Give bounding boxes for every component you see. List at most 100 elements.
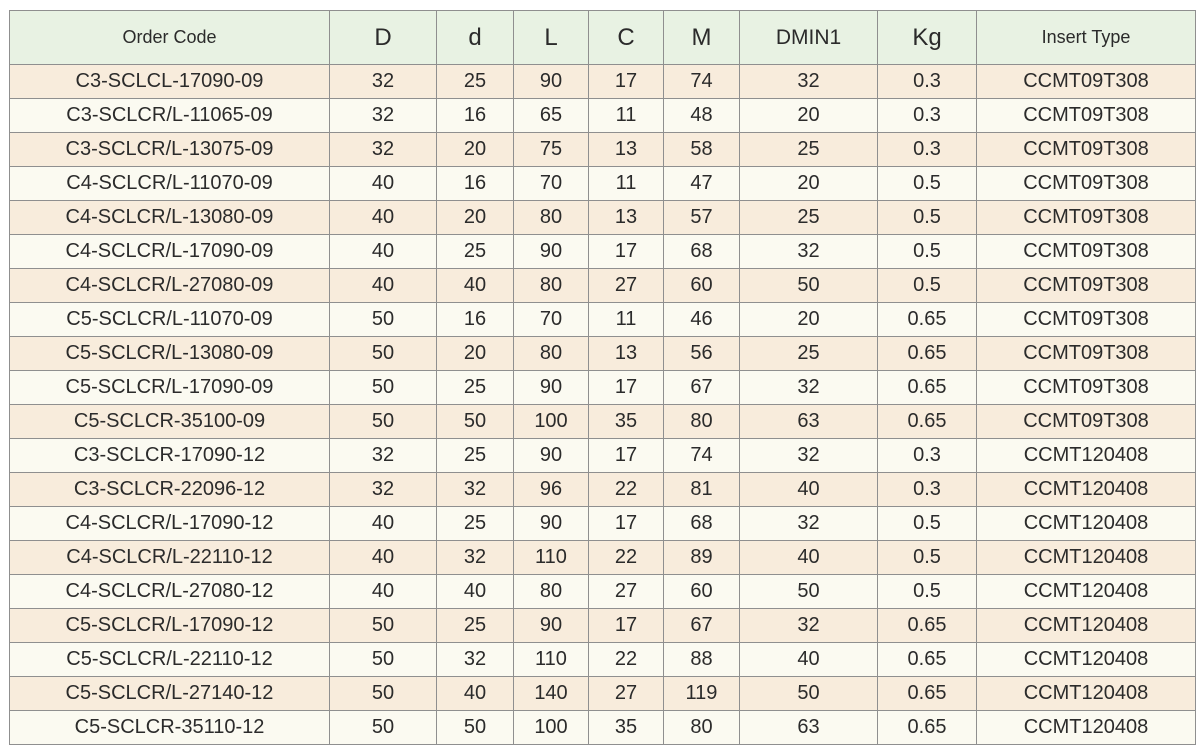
cell-order-code: C4-SCLCR/L-27080-09 <box>9 268 330 303</box>
cell-c: 27 <box>588 574 664 609</box>
cell-d-outer: 50 <box>329 336 437 371</box>
cell-dmin1: 63 <box>739 710 878 745</box>
cell-order-code: C5-SCLCR-35110-12 <box>9 710 330 745</box>
header-kg: Kg <box>877 10 977 65</box>
cell-kg: 0.65 <box>877 302 977 337</box>
cell-insert-type: CCMT09T308 <box>976 200 1196 235</box>
cell-d-outer: 50 <box>329 642 437 677</box>
cell-l: 90 <box>513 64 589 99</box>
cell-dmin1: 32 <box>739 438 878 473</box>
cell-insert-type: CCMT09T308 <box>976 234 1196 269</box>
cell-order-code: C3-SCLCR-17090-12 <box>9 438 330 473</box>
cell-kg: 0.5 <box>877 506 977 541</box>
cell-kg: 0.3 <box>877 132 977 167</box>
cell-dmin1: 32 <box>739 64 878 99</box>
cell-dmin1: 20 <box>739 302 878 337</box>
cell-m: 68 <box>663 506 740 541</box>
cell-kg: 0.5 <box>877 540 977 575</box>
cell-dmin1: 32 <box>739 234 878 269</box>
cell-insert-type: CCMT09T308 <box>976 64 1196 99</box>
cell-insert-type: CCMT09T308 <box>976 268 1196 303</box>
cell-dmin1: 63 <box>739 404 878 439</box>
cell-l: 110 <box>513 642 589 677</box>
cell-insert-type: CCMT120408 <box>976 506 1196 541</box>
cell-c: 11 <box>588 98 664 133</box>
cell-insert-type: CCMT09T308 <box>976 370 1196 405</box>
table-row: C4-SCLCR/L-17090-12 40 25 90 17 68 32 0.5 CCMT12… <box>9 506 1196 541</box>
cell-m: 80 <box>663 404 740 439</box>
cell-m: 56 <box>663 336 740 371</box>
cell-d-inner: 25 <box>436 438 514 473</box>
cell-l: 70 <box>513 166 589 201</box>
cell-d-outer: 50 <box>329 710 437 745</box>
cell-c: 17 <box>588 438 664 473</box>
cell-d-outer: 32 <box>329 472 437 507</box>
cell-m: 47 <box>663 166 740 201</box>
cell-m: 88 <box>663 642 740 677</box>
cell-insert-type: CCMT120408 <box>976 472 1196 507</box>
cell-d-outer: 50 <box>329 676 437 711</box>
cell-l: 100 <box>513 710 589 745</box>
cell-dmin1: 40 <box>739 472 878 507</box>
cell-l: 90 <box>513 506 589 541</box>
cell-order-code: C4-SCLCR/L-17090-12 <box>9 506 330 541</box>
cell-insert-type: CCMT120408 <box>976 676 1196 711</box>
cell-d-outer: 32 <box>329 438 437 473</box>
cell-c: 11 <box>588 166 664 201</box>
cell-d-inner: 40 <box>436 268 514 303</box>
cell-d-outer: 40 <box>329 166 437 201</box>
cell-dmin1: 50 <box>739 574 878 609</box>
table-row: C5-SCLCR-35110-12 50 50 100 35 80 63 0.65 CCMT12… <box>9 710 1196 745</box>
cell-d-inner: 50 <box>436 404 514 439</box>
cell-dmin1: 40 <box>739 540 878 575</box>
cell-d-inner: 16 <box>436 98 514 133</box>
cell-kg: 0.65 <box>877 676 977 711</box>
cell-kg: 0.65 <box>877 608 977 643</box>
cell-insert-type: CCMT120408 <box>976 574 1196 609</box>
cell-l: 90 <box>513 234 589 269</box>
cell-order-code: C4-SCLCR/L-27080-12 <box>9 574 330 609</box>
cell-d-inner: 25 <box>436 506 514 541</box>
cell-order-code: C5-SCLCR/L-11070-09 <box>9 302 330 337</box>
cell-m: 67 <box>663 370 740 405</box>
cell-l: 90 <box>513 608 589 643</box>
cell-d-inner: 32 <box>436 472 514 507</box>
header-order-code: Order Code <box>9 10 330 65</box>
table-row: C5-SCLCR-35100-09 50 50 100 35 80 63 0.65 CCMT09… <box>9 404 1196 439</box>
cell-d-outer: 40 <box>329 234 437 269</box>
cell-c: 17 <box>588 506 664 541</box>
cell-m: 119 <box>663 676 740 711</box>
cell-d-outer: 40 <box>329 200 437 235</box>
cell-c: 11 <box>588 302 664 337</box>
cell-l: 90 <box>513 438 589 473</box>
cell-dmin1: 25 <box>739 132 878 167</box>
cell-order-code: C4-SCLCR/L-22110-12 <box>9 540 330 575</box>
header-m: M <box>663 10 740 65</box>
cell-insert-type: CCMT120408 <box>976 540 1196 575</box>
cell-order-code: C5-SCLCR/L-13080-09 <box>9 336 330 371</box>
table-row: C4-SCLCR/L-27080-12 40 40 80 27 60 50 0.5 CCMT12… <box>9 574 1196 609</box>
cell-d-outer: 40 <box>329 540 437 575</box>
cell-order-code: C5-SCLCR-35100-09 <box>9 404 330 439</box>
table-row: C3-SCLCR/L-11065-09 32 16 65 11 48 20 0.3 CCMT09… <box>9 98 1196 133</box>
cell-l: 65 <box>513 98 589 133</box>
cell-dmin1: 20 <box>739 98 878 133</box>
cell-kg: 0.3 <box>877 472 977 507</box>
cell-l: 70 <box>513 302 589 337</box>
cell-c: 22 <box>588 472 664 507</box>
cell-d-outer: 50 <box>329 370 437 405</box>
cell-order-code: C3-SCLCR/L-13075-09 <box>9 132 330 167</box>
cell-m: 89 <box>663 540 740 575</box>
cell-kg: 0.3 <box>877 438 977 473</box>
cell-l: 100 <box>513 404 589 439</box>
header-d-outer: D <box>329 10 437 65</box>
cell-c: 27 <box>588 676 664 711</box>
cell-kg: 0.3 <box>877 64 977 99</box>
cell-c: 22 <box>588 642 664 677</box>
cell-d-inner: 32 <box>436 642 514 677</box>
cell-d-inner: 20 <box>436 200 514 235</box>
cell-kg: 0.5 <box>877 234 977 269</box>
cell-kg: 0.5 <box>877 166 977 201</box>
cell-insert-type: CCMT120408 <box>976 608 1196 643</box>
cell-d-outer: 40 <box>329 506 437 541</box>
